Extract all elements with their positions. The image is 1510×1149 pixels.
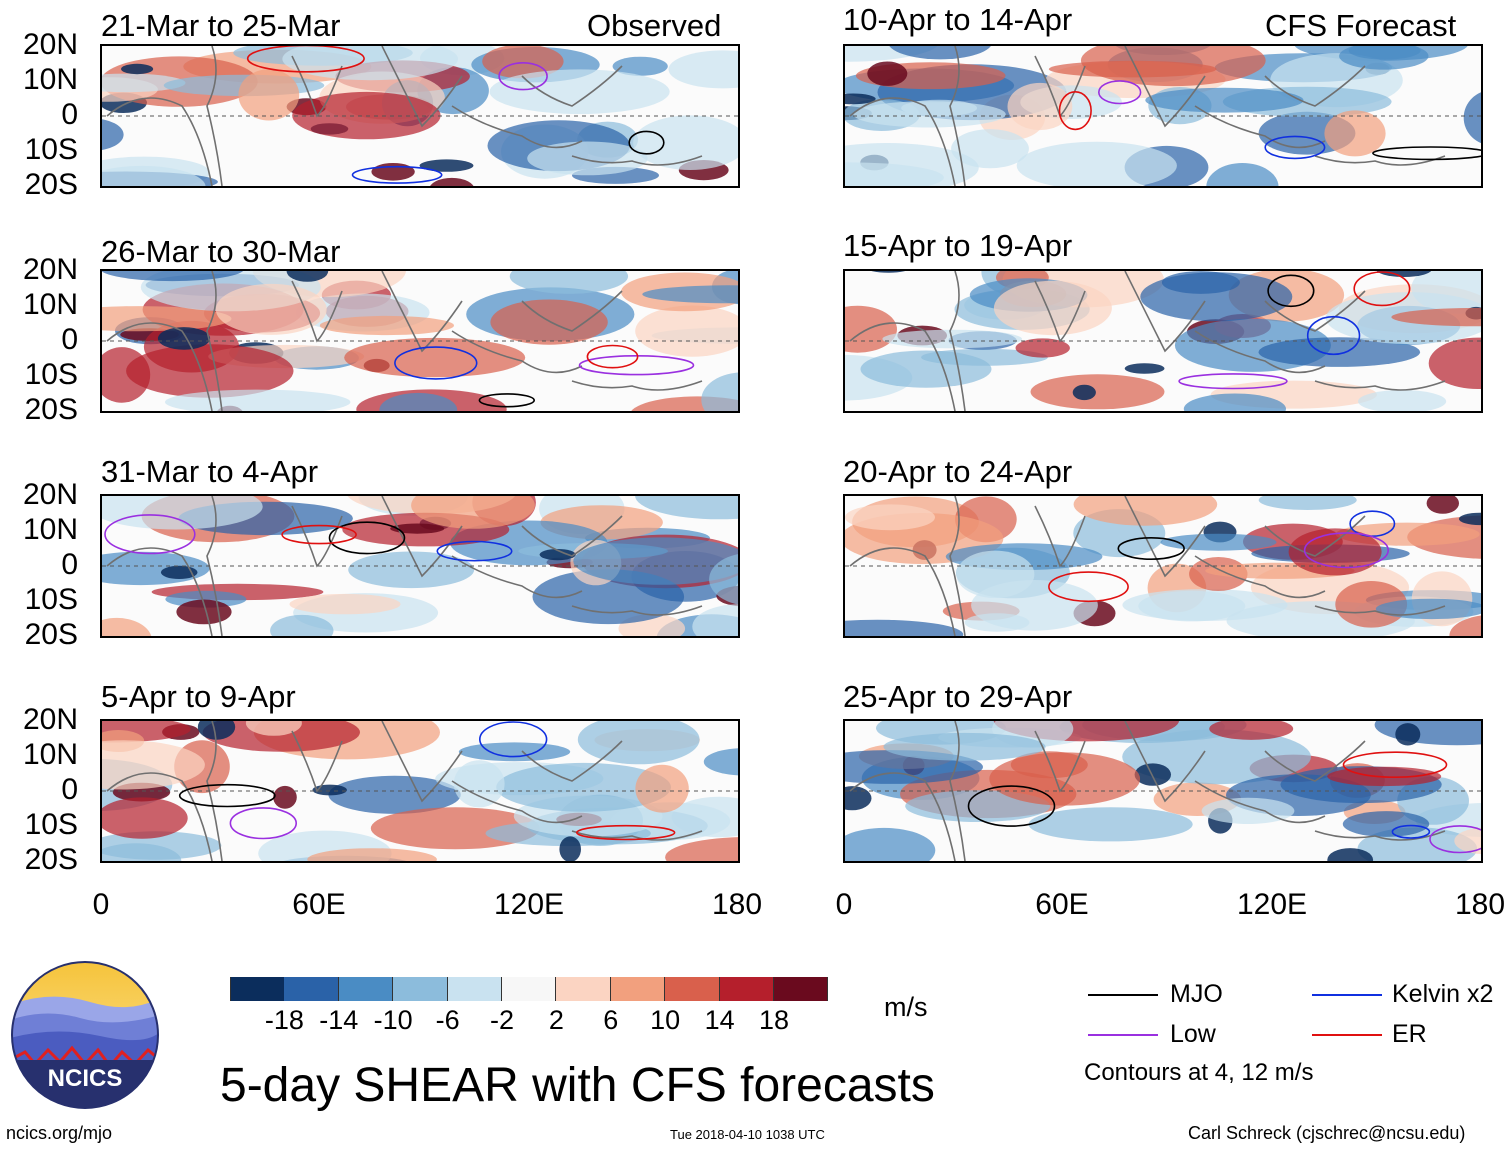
lat-label: 10N <box>22 513 78 546</box>
colorbar-label: 6 <box>603 1005 619 1035</box>
map-panel-observed-3 <box>100 494 740 638</box>
panel-title: 31-Mar to 4-Apr <box>101 454 319 489</box>
lat-label: 10S <box>24 808 78 841</box>
colorbar-cell <box>447 977 502 1001</box>
legend-label-er: ER <box>1392 1020 1427 1048</box>
footer-url[interactable]: ncics.org/mjo <box>6 1123 113 1143</box>
panel-title: 26-Mar to 30-Mar <box>101 234 341 269</box>
map-panel-forecast-2 <box>843 269 1483 413</box>
map-panel-forecast-4 <box>843 719 1483 863</box>
colorbar-unit: m/s <box>884 992 928 1022</box>
legend-label-low: Low <box>1170 1020 1216 1048</box>
lon-label: 60E <box>1035 888 1089 921</box>
ncics-logo: NCICS <box>10 960 160 1110</box>
colorbar-label: -2 <box>489 1005 514 1035</box>
legend-label-kelvin: Kelvin x2 <box>1392 980 1494 1008</box>
map-panel-forecast-1 <box>843 44 1483 188</box>
lon-label: 180 <box>1454 888 1506 921</box>
colorbar-label: -14 <box>319 1005 359 1035</box>
colorbar-label: -6 <box>435 1005 460 1035</box>
lon-label: 120E <box>493 888 565 921</box>
logo-text: NCICS <box>48 1065 123 1092</box>
lon-label: 60E <box>292 888 346 921</box>
lat-label: 20S <box>24 618 78 651</box>
colorbar-cell <box>610 977 666 1001</box>
lat-label: 0 <box>61 773 78 806</box>
colorbar-cell <box>774 977 829 1001</box>
legend-line-mjo <box>1088 994 1158 996</box>
lat-label: 20S <box>24 168 78 201</box>
lat-label: 0 <box>61 548 78 581</box>
colorbar-cell <box>665 977 720 1001</box>
lat-label: 0 <box>61 323 78 356</box>
colorbar-cell <box>719 977 774 1001</box>
lat-label: 10S <box>24 133 78 166</box>
cfs-forecast-header: CFS Forecast <box>1265 8 1457 43</box>
panel-title: 10-Apr to 14-Apr <box>843 2 1073 37</box>
colorbar-cell <box>556 977 611 1001</box>
map-panel-forecast-3 <box>843 494 1483 638</box>
panel-title: 5-Apr to 9-Apr <box>101 679 296 714</box>
panel-title: 25-Apr to 29-Apr <box>843 679 1073 714</box>
map-panel-observed-4 <box>100 719 740 863</box>
legend-note: Contours at 4, 12 m/s <box>1084 1059 1314 1086</box>
legend-label-mjo: MJO <box>1170 980 1223 1008</box>
lat-label: 10N <box>22 63 78 96</box>
footer-timestamp: Tue 2018-04-10 1038 UTC <box>670 1127 825 1142</box>
map-panel-observed-2 <box>100 269 740 413</box>
legend-line-low <box>1088 1034 1158 1036</box>
colorbar-cell <box>502 977 557 1001</box>
lat-label: 10N <box>22 288 78 321</box>
legend-line-kelvin <box>1312 994 1382 996</box>
lon-label: 180 <box>711 888 763 921</box>
colorbar-label: -18 <box>264 1005 304 1035</box>
figure-title: 5-day SHEAR with CFS forecasts <box>220 1059 935 1112</box>
colorbar-label: 10 <box>650 1005 681 1035</box>
lat-label: 20N <box>22 253 78 286</box>
panel-title: 21-Mar to 25-Mar <box>101 8 341 43</box>
lon-label: 0 <box>92 888 110 921</box>
lat-label: 20N <box>22 478 78 511</box>
lon-label: 0 <box>835 888 853 921</box>
lat-label: 20S <box>24 843 78 876</box>
lat-label: 0 <box>61 98 78 131</box>
lat-label: 20N <box>22 703 78 736</box>
colorbar-cell <box>393 977 448 1001</box>
footer-credit: Carl Schreck (cjschrec@ncsu.edu) <box>1188 1123 1466 1143</box>
lat-label: 10S <box>24 583 78 616</box>
lat-label: 10N <box>22 738 78 771</box>
lat-label: 10S <box>24 358 78 391</box>
lat-label: 20N <box>22 28 78 61</box>
colorbar-cell <box>230 977 286 1001</box>
colorbar-cell <box>284 977 339 1001</box>
lon-label: 120E <box>1236 888 1308 921</box>
observed-header: Observed <box>587 8 722 43</box>
legend-line-er <box>1312 1034 1382 1036</box>
colorbar-label: 18 <box>758 1005 790 1035</box>
colorbar-cell <box>338 977 394 1001</box>
map-panel-observed-1 <box>100 44 740 188</box>
panel-title: 20-Apr to 24-Apr <box>843 454 1073 489</box>
lat-label: 20S <box>24 393 78 426</box>
colorbar-label: -10 <box>373 1005 413 1035</box>
panel-title: 15-Apr to 19-Apr <box>843 228 1073 263</box>
colorbar-label: 2 <box>548 1005 564 1035</box>
colorbar-label: 14 <box>704 1005 735 1035</box>
